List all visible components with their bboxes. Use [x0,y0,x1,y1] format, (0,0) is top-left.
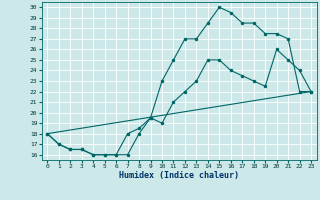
X-axis label: Humidex (Indice chaleur): Humidex (Indice chaleur) [119,171,239,180]
